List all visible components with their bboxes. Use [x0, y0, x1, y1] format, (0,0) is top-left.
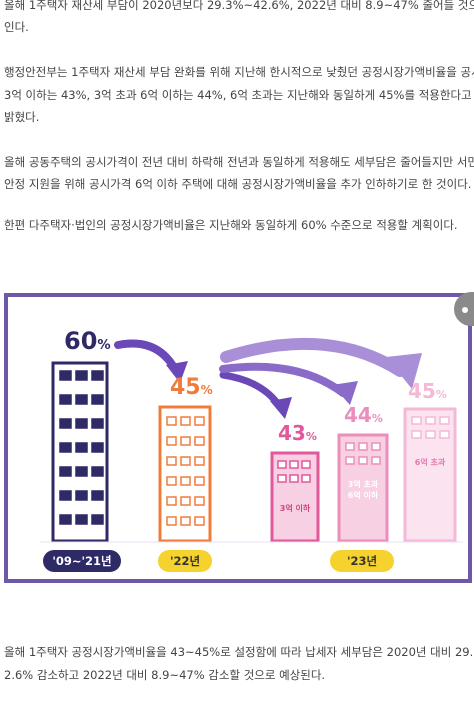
building-window: [371, 442, 381, 451]
building-window: [411, 416, 422, 425]
paragraph-line: 밝혔다.: [4, 110, 40, 124]
building-window: [166, 436, 177, 446]
building-2023-under-3eok: [270, 451, 320, 543]
pct-45-2023: 45%: [408, 379, 447, 403]
building-window: [59, 418, 72, 429]
building-window: [345, 456, 355, 465]
building-window: [194, 416, 205, 426]
paragraph-line: 행정안전부는 1주택자 재산세 부담 완화를 위해 지난해 한시적으로 낮췄던 …: [4, 65, 474, 79]
building-window: [166, 456, 177, 466]
building-window: [194, 496, 205, 506]
building-window: [301, 460, 311, 469]
arrow-60-to-45: [114, 339, 180, 375]
period-2023: '23년: [330, 550, 394, 572]
paragraph-line: 올해 공동주택의 공시가격이 전년 대비 하락해 전년과 동일하게 적용해도 세…: [4, 155, 474, 169]
arrow-60-to-45-head: [166, 361, 188, 383]
infographic-illustration: [40, 337, 463, 543]
building-window: [358, 442, 368, 451]
paragraph-line: 2.6% 감소하고 2022년 대비 8.9~47% 감소할 것으로 예상된다.: [4, 668, 326, 682]
period-2022: '22년: [158, 550, 212, 572]
building-window: [75, 514, 88, 525]
building-window: [180, 456, 191, 466]
paragraph-line: 올해 1주택자 공정시장가액비율을 43~45%로 설정함에 따라 납세자 세부…: [4, 645, 474, 659]
building-window: [425, 430, 436, 439]
building-window: [59, 370, 72, 381]
arrow-45-to-44-head: [332, 381, 358, 405]
building-window: [91, 418, 104, 429]
building-window: [75, 442, 88, 453]
building-window: [277, 460, 287, 469]
building-window: [75, 418, 88, 429]
building-window: [289, 460, 299, 469]
label-over-6eok: 6억 초과: [414, 458, 446, 467]
pct-60: 60%: [64, 327, 111, 355]
building-window: [91, 370, 104, 381]
building-window: [194, 456, 205, 466]
building-window: [411, 430, 422, 439]
building-window: [166, 516, 177, 526]
infographic-box: 60% 45% 43% 44% 45% 3억 이하 3억 초과 6억 이하 6억…: [4, 293, 472, 583]
pct-44: 44%: [344, 403, 383, 427]
building-window: [194, 476, 205, 486]
building-window: [289, 474, 299, 483]
building-window: [425, 416, 436, 425]
building-window: [180, 436, 191, 446]
paragraph-line: 3억 이하는 43%, 3억 초과 6억 이하는 44%, 6억 초과는 지난해…: [4, 88, 472, 102]
paragraph-line: 올해 1주택자 재산세 부담이 2020년보다 29.3%~42.6%, 202…: [4, 0, 474, 12]
building-2023-over-6eok: [403, 407, 457, 543]
building-window: [439, 416, 450, 425]
arrow-45-to-45-big: [220, 337, 406, 377]
building-window: [439, 430, 450, 439]
building-window: [345, 442, 355, 451]
building-window: [75, 394, 88, 405]
building-window: [91, 490, 104, 501]
building-window: [277, 474, 287, 483]
building-window: [166, 476, 177, 486]
building-window: [59, 466, 72, 477]
building-window: [75, 490, 88, 501]
building-2022: [158, 405, 212, 543]
paragraph-line: 한편 다주택자·법인의 공정시장가액비율은 지난해와 동일하게 60% 수준으로…: [4, 218, 458, 232]
building-window: [166, 496, 177, 506]
arrow-45-to-44: [219, 362, 347, 397]
building-window: [91, 514, 104, 525]
pct-45-2022: 45%: [170, 375, 213, 400]
building-2009-2021: [51, 361, 109, 543]
label-3-6eok: 3억 초과 6억 이하: [347, 480, 379, 500]
arrow-45-to-45-big-head: [386, 353, 422, 389]
floating-scroll-button[interactable]: [454, 292, 474, 326]
building-window: [180, 476, 191, 486]
building-window: [59, 490, 72, 501]
paragraph-line: 인다.: [4, 20, 29, 34]
arrow-45-to-43-head: [270, 397, 292, 419]
building-window: [59, 514, 72, 525]
building-window: [75, 466, 88, 477]
building-window: [91, 466, 104, 477]
building-window: [194, 516, 205, 526]
building-window: [91, 394, 104, 405]
building-window: [194, 436, 205, 446]
building-2023-3-6eok: [337, 433, 389, 543]
building-window: [59, 394, 72, 405]
building-window: [180, 416, 191, 426]
building-window: [166, 416, 177, 426]
building-window: [75, 370, 88, 381]
building-window: [180, 516, 191, 526]
building-window: [371, 456, 381, 465]
pct-43: 43%: [278, 421, 317, 445]
period-2009-2021: '09~'21년: [43, 550, 121, 572]
building-window: [91, 442, 104, 453]
label-under-3eok: 3억 이하: [279, 504, 311, 513]
building-window: [180, 496, 191, 506]
building-window: [358, 456, 368, 465]
paragraph-line: 안정 지원을 위해 공시가격 6억 이하 주택에 대해 공정시장가액비율을 추가…: [4, 177, 472, 191]
building-window: [59, 442, 72, 453]
building-window: [301, 474, 311, 483]
